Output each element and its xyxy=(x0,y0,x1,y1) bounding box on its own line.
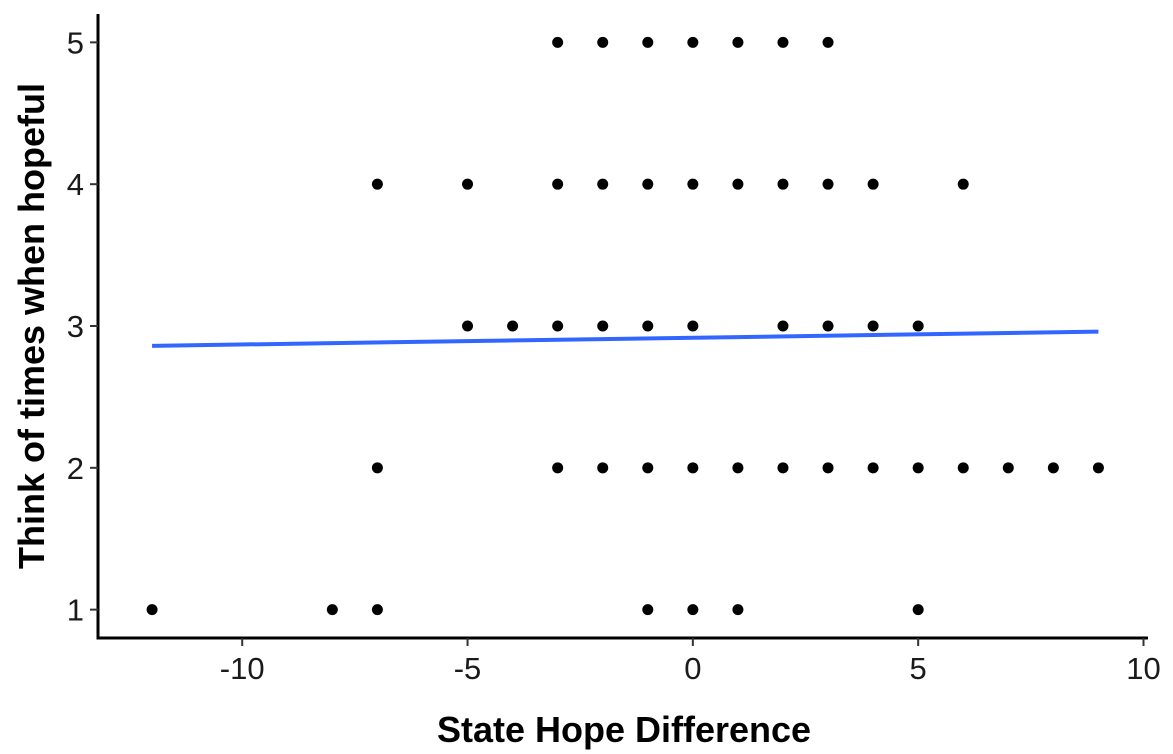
data-point xyxy=(552,462,564,474)
y-tick-label: 5 xyxy=(67,25,84,60)
data-point xyxy=(777,178,789,190)
x-axis-title: State Hope Difference xyxy=(437,709,811,750)
y-tick-label: 2 xyxy=(67,451,84,486)
x-tick-label: -5 xyxy=(454,651,482,686)
data-point xyxy=(912,462,924,474)
data-point xyxy=(597,178,609,190)
data-point xyxy=(146,604,158,616)
data-point xyxy=(462,178,474,190)
data-point xyxy=(552,36,564,48)
data-point xyxy=(552,320,564,332)
data-point xyxy=(687,178,699,190)
data-point xyxy=(1002,462,1014,474)
data-point xyxy=(371,462,383,474)
y-axis-title: Think of times when hopeful xyxy=(11,83,52,569)
data-point xyxy=(777,36,789,48)
data-point xyxy=(642,178,654,190)
data-point xyxy=(822,320,834,332)
data-point xyxy=(642,36,654,48)
data-point xyxy=(462,320,474,332)
data-point xyxy=(822,178,834,190)
trend-line xyxy=(152,329,1099,348)
data-point xyxy=(1092,462,1104,474)
data-point xyxy=(687,462,699,474)
y-tick-label: 1 xyxy=(67,593,84,628)
data-point xyxy=(552,178,564,190)
ticks-layer: -10 -5 0 5 10 1 2 3 4 5 xyxy=(67,25,1161,686)
data-point xyxy=(687,604,699,616)
data-point xyxy=(687,320,699,332)
data-point xyxy=(732,604,744,616)
x-tick-label: 0 xyxy=(684,651,701,686)
data-point xyxy=(597,36,609,48)
data-point xyxy=(1047,462,1059,474)
data-point xyxy=(371,178,383,190)
data-point xyxy=(732,462,744,474)
data-point xyxy=(371,604,383,616)
data-point xyxy=(777,320,789,332)
data-point xyxy=(867,178,879,190)
x-tick-label: 5 xyxy=(910,651,927,686)
trend-layer xyxy=(152,329,1099,348)
data-point xyxy=(597,462,609,474)
data-point xyxy=(822,36,834,48)
data-point xyxy=(687,36,699,48)
data-point xyxy=(867,462,879,474)
data-point xyxy=(957,178,969,190)
data-point xyxy=(642,462,654,474)
data-point xyxy=(777,462,789,474)
points-layer xyxy=(146,36,1104,616)
y-tick-label: 4 xyxy=(67,167,84,202)
x-tick-label: -10 xyxy=(220,651,265,686)
data-point xyxy=(912,320,924,332)
data-point xyxy=(326,604,338,616)
data-point xyxy=(642,320,654,332)
data-point xyxy=(507,320,519,332)
x-tick-label: 10 xyxy=(1126,651,1160,686)
data-point xyxy=(732,178,744,190)
data-point xyxy=(822,462,834,474)
data-point xyxy=(642,604,654,616)
data-point xyxy=(867,320,879,332)
y-tick-label: 3 xyxy=(67,309,84,344)
axes-layer xyxy=(96,14,1148,640)
data-point xyxy=(597,320,609,332)
data-point xyxy=(732,36,744,48)
data-point xyxy=(912,604,924,616)
data-point xyxy=(957,462,969,474)
